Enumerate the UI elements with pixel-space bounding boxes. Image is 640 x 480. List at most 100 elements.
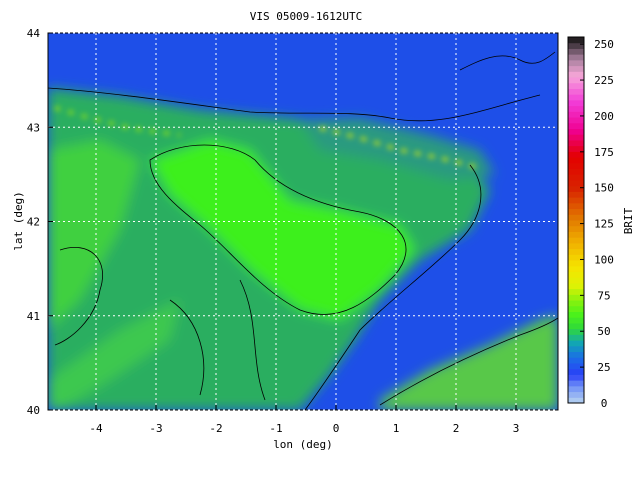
colorbar-swatch [568, 248, 584, 255]
colorbar-swatch [568, 59, 584, 67]
colorbar-swatch [568, 128, 584, 135]
colorbar-swatch [568, 391, 584, 398]
colorbar-tick-label: 250 [594, 38, 614, 51]
pyrenees-snow [54, 106, 481, 170]
colorbar-swatch [568, 139, 584, 147]
colorbar-tick-label: 100 [594, 253, 614, 266]
x-tick-label: 3 [513, 422, 520, 435]
colorbar-label: BRIT [622, 207, 635, 234]
western-bright [48, 140, 140, 330]
colorbar-swatch [568, 260, 584, 267]
colorbar-swatch [568, 220, 584, 227]
colorbar-tick-label: 175 [594, 146, 614, 159]
cloud-contour [149, 144, 407, 315]
colorbar-swatch [568, 311, 584, 318]
colorbar-swatch [568, 231, 584, 238]
colorbar-swatch [568, 179, 584, 187]
colorbar-swatch [568, 322, 584, 330]
colorbar-tick-label: 75 [597, 289, 610, 302]
colorbar-swatch [568, 345, 584, 353]
colorbar-swatch [568, 328, 584, 335]
colorbar-swatch [568, 82, 584, 89]
x-tick-label: -4 [89, 422, 103, 435]
colorbar-swatch [568, 157, 584, 164]
colorbar-tick-label: 0 [601, 397, 608, 410]
chart-title: VIS 05009-1612UTC [250, 10, 363, 23]
cloud-band-se [380, 315, 558, 410]
colorbar-swatch [568, 397, 584, 404]
plateau-contour [54, 247, 266, 401]
colorbar-swatch [568, 42, 584, 49]
pyrenees-band [300, 118, 495, 180]
colorbar-swatch [568, 237, 584, 244]
colorbar-swatch [568, 282, 584, 290]
y-tick-label: 42 [27, 216, 40, 229]
colorbar-swatch [568, 65, 584, 72]
x-tick-label: -2 [209, 422, 222, 435]
snow-streaks-2 [54, 106, 181, 137]
se-band-contour [379, 317, 558, 406]
colorbar-swatch [568, 145, 584, 152]
colorbar-swatch [568, 254, 584, 261]
colorbar-swatch [568, 271, 584, 278]
colorbar-swatch [568, 48, 584, 55]
y-tick-label: 43 [27, 121, 40, 134]
colorbar-swatch [568, 340, 584, 347]
colorbar-swatch [568, 351, 584, 358]
x-tick-label: -1 [269, 422, 282, 435]
colorbar-swatch [568, 191, 584, 198]
y-axis-label: lat (deg) [12, 191, 25, 251]
colorbar-swatch [568, 185, 584, 192]
cloud-band-sw [48, 300, 180, 410]
y-tick-label: 40 [27, 404, 40, 417]
colorbar-swatch [568, 214, 584, 221]
colorbar-swatch [568, 305, 584, 312]
colorbar-swatch [568, 122, 584, 129]
colorbar-swatch [568, 385, 584, 393]
colorbar-swatch [568, 151, 584, 158]
coastline-contour [48, 87, 541, 410]
colorbar-swatch [568, 208, 584, 215]
colorbar-swatch [568, 197, 584, 204]
colorbar-tick-label: 150 [594, 182, 614, 195]
colorbar-swatch [568, 242, 584, 250]
colorbar: 0 25 50 75 100 125 150 175 200 225 250 [567, 36, 614, 410]
colorbar-swatch [568, 117, 584, 124]
colorbar-swatch [568, 71, 584, 78]
x-axis: -4 -3 -2 -1 0 1 2 3 [89, 405, 519, 435]
x-axis-label: lon (deg) [273, 438, 333, 451]
colorbar-swatch [568, 334, 584, 341]
grid-lines [48, 32, 558, 411]
colorbar-swatch [568, 162, 584, 170]
colorbar-swatch [568, 368, 584, 375]
colorbar-swatch [568, 54, 584, 61]
x-tick-label: 1 [393, 422, 400, 435]
colorbar-swatch [568, 317, 584, 324]
colorbar-swatch [568, 134, 584, 141]
colorbar-swatch [568, 77, 584, 84]
colorbar-swatch [568, 277, 584, 284]
colorbar-swatch [568, 99, 584, 107]
colorbar-tick-label: 50 [597, 325, 610, 338]
north-coast-contour [459, 51, 556, 71]
x-tick-label: -3 [149, 422, 162, 435]
colorbar-tick-label: 225 [594, 74, 614, 87]
colorbar-tick-label: 200 [594, 110, 614, 123]
colorbar-swatch [568, 105, 584, 112]
colorbar-swatch [568, 88, 584, 95]
x-tick-label: 2 [453, 422, 460, 435]
colorbar-swatch [568, 374, 584, 381]
colorbar-tick-label: 125 [594, 218, 614, 231]
colorbar-swatch [568, 380, 584, 387]
colorbar-swatch [568, 225, 584, 232]
colorbar-swatch [568, 300, 584, 307]
colorbar-swatch [568, 94, 584, 101]
y-axis: 40 41 42 43 44 [27, 27, 53, 417]
x-tick-label: 0 [333, 422, 340, 435]
colorbar-swatch [568, 294, 584, 301]
colorbar-tick-label: 25 [597, 361, 610, 374]
colorbar-swatch [568, 37, 584, 44]
contour-lines [48, 51, 558, 410]
y-tick-label: 44 [27, 27, 41, 40]
